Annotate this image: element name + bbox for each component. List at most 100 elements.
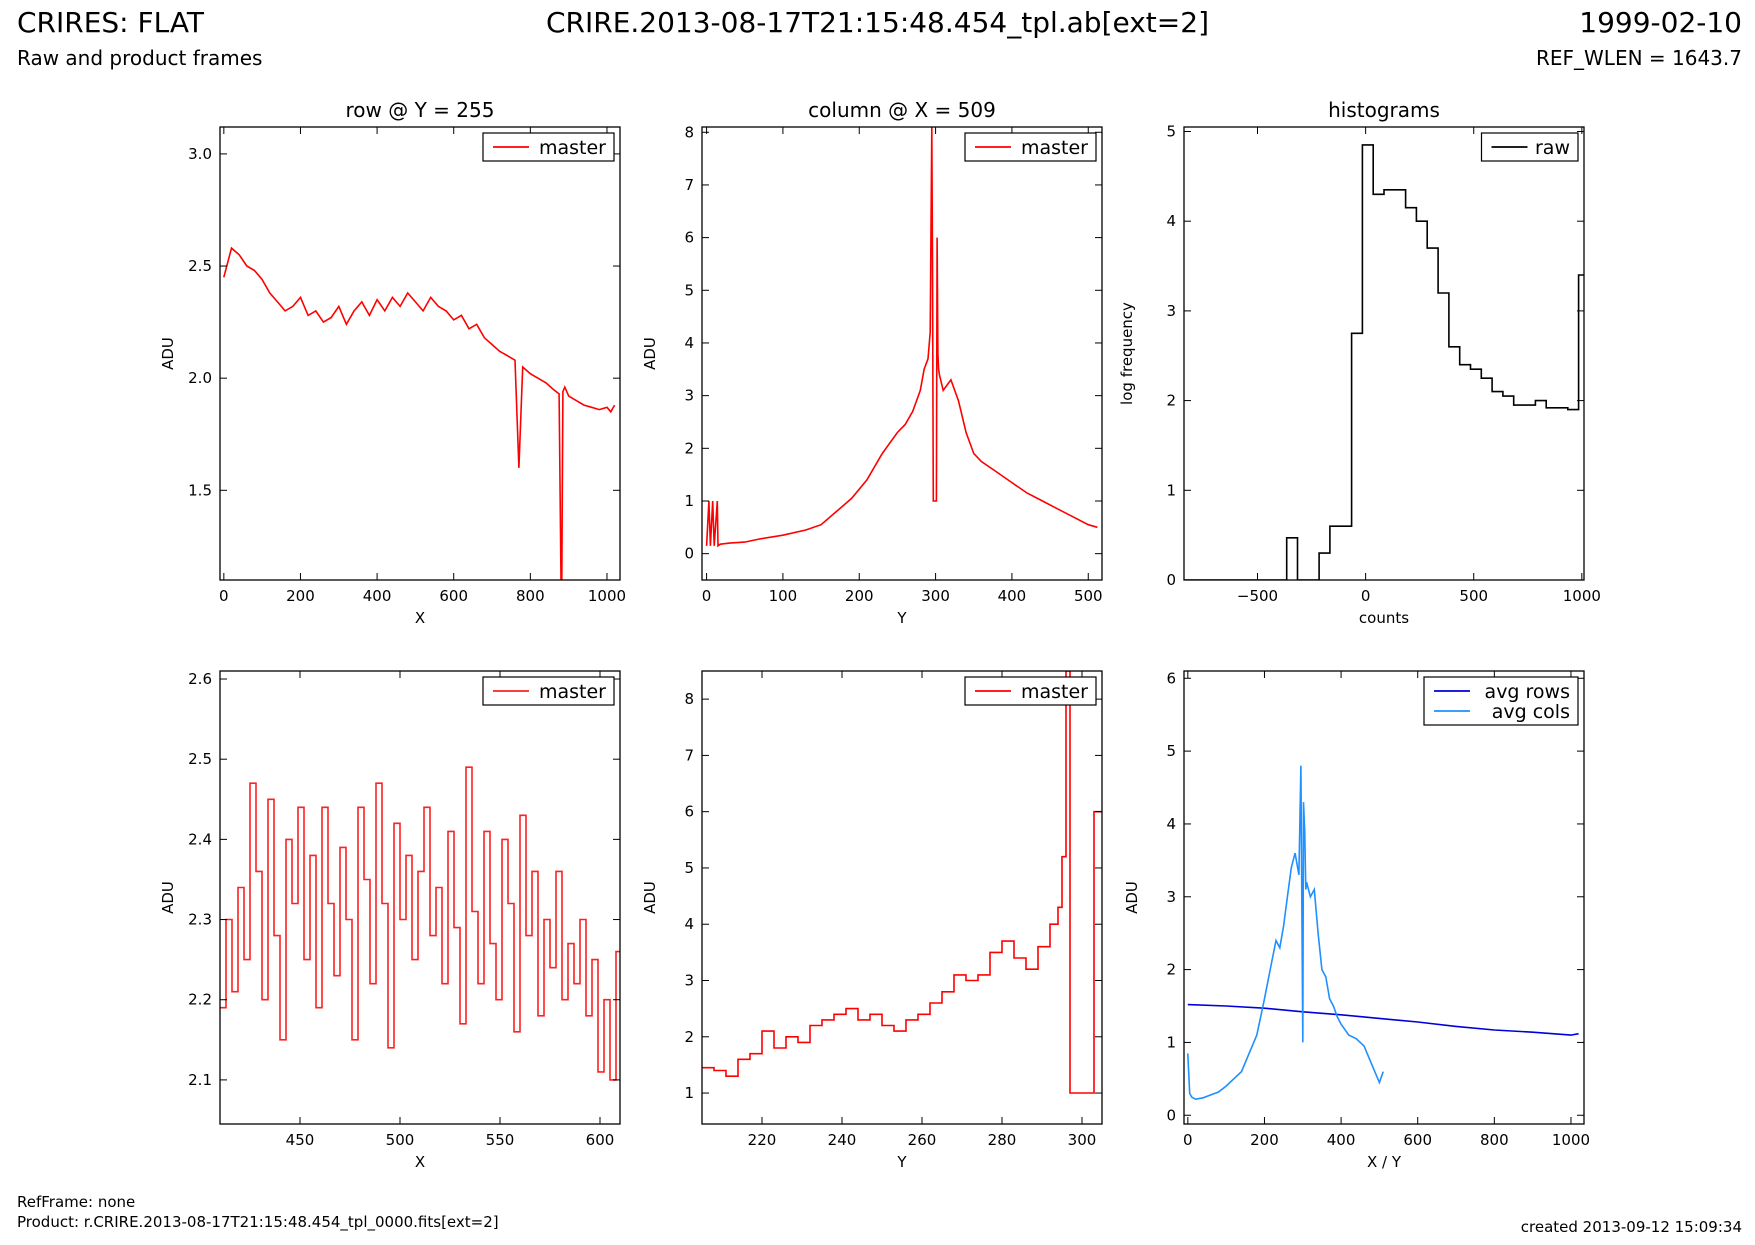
x-tick-label: 0: [702, 587, 712, 605]
chart-row-zoom: 450 500 550 600 2.1 2.2 2.3 2.4 2.5 2.6 X ADU master: [159, 670, 621, 1171]
chart-col-full: 0 100 200 300 400 500 0 1 2 3 4 5 6 7 8 column @ X = 50…: [641, 98, 1103, 627]
legend: master: [964, 676, 1097, 706]
x-tick-label: 240: [828, 1131, 857, 1149]
chart-avg: 0 200 400 600 800 1000 0 1 2 3 4 5 6 X / Y ADU avg rows…: [1123, 669, 1590, 1171]
y-tick-label: 7: [684, 176, 694, 194]
y-tick-label: 3: [684, 972, 694, 990]
y-tick-label: 2.5: [188, 257, 212, 275]
y-tick-label: 1: [684, 492, 694, 510]
y-tick-label: 4: [684, 334, 694, 352]
legend: master: [482, 132, 615, 162]
y-tick-label: 2.3: [188, 911, 212, 929]
x-tick-label: 220: [748, 1131, 777, 1149]
y-axis-label: ADU: [641, 881, 659, 914]
legend-box: [964, 676, 1097, 706]
y-tick-label: 0: [684, 545, 694, 563]
y-tick-label: 0: [1166, 571, 1176, 589]
plot-frame: [1183, 126, 1585, 581]
y-tick-label: 4: [1166, 815, 1176, 833]
x-axis-label: Y: [896, 609, 907, 627]
legend-label: master: [1021, 681, 1088, 703]
x-tick-label: 800: [1480, 1131, 1509, 1149]
x-tick-label: 600: [1403, 1131, 1432, 1149]
x-tick-label: 400: [1327, 1131, 1356, 1149]
ref-wavelength: REF_WLEN = 1643.7: [1535, 46, 1742, 70]
x-tick-label: 200: [1250, 1131, 1279, 1149]
chart-hist: −500 0 500 1000 0 1 2 3 4 5 histograms counts log fr…: [1118, 98, 1601, 627]
x-axis-label: X: [415, 609, 425, 627]
x-tick-label: 550: [486, 1131, 515, 1149]
plot-title: histograms: [1328, 98, 1440, 122]
x-tick-label: 280: [988, 1131, 1017, 1149]
x-tick-label: −500: [1237, 587, 1278, 605]
x-axis-label: Y: [896, 1153, 907, 1171]
legend-label: avg rows: [1485, 681, 1570, 703]
y-tick-label: 1: [1166, 481, 1176, 499]
x-tick-label: 400: [998, 587, 1027, 605]
plot-frame: [219, 126, 621, 581]
x-tick-label: 500: [1074, 587, 1103, 605]
x-tick-label: 600: [586, 1131, 615, 1149]
ref-frame-label: RefFrame: none: [17, 1193, 136, 1211]
legend-label: avg cols: [1492, 701, 1570, 723]
y-tick-label: 3: [1166, 302, 1176, 320]
y-tick-label: 2.1: [188, 1071, 212, 1089]
plot-title: column @ X = 509: [808, 98, 996, 122]
created-timestamp: created 2013-09-12 15:09:34: [1520, 1218, 1742, 1236]
y-tick-label: 2: [684, 1028, 694, 1046]
product-label: Product: r.CRIRE.2013-08-17T21:15:48.454…: [17, 1213, 499, 1231]
legend: master: [482, 676, 615, 706]
y-tick-label: 0: [1166, 1106, 1176, 1124]
y-tick-label: 8: [684, 123, 694, 141]
x-tick-label: 400: [363, 587, 392, 605]
y-tick-label: 3: [1166, 888, 1176, 906]
y-tick-label: 5: [684, 281, 694, 299]
series-line-avg-rows: [1187, 1003, 1579, 1036]
y-tick-label: 4: [684, 915, 694, 933]
x-tick-label: 0: [1361, 587, 1371, 605]
y-tick-label: 2: [1166, 961, 1176, 979]
y-tick-label: 2.5: [188, 750, 212, 768]
x-tick-label: 0: [1183, 1131, 1193, 1149]
legend-label: raw: [1535, 137, 1570, 159]
y-tick-label: 2.6: [188, 670, 212, 688]
report-subtitle: Raw and product frames: [17, 46, 263, 70]
x-tick-label: 300: [1068, 1131, 1097, 1149]
y-tick-label: 7: [684, 746, 694, 764]
series-line-master: [223, 246, 616, 580]
plot-title: row @ Y = 255: [346, 98, 495, 122]
y-tick-label: 2.0: [188, 369, 212, 387]
y-tick-label: 5: [684, 859, 694, 877]
x-tick-label: 1000: [588, 587, 626, 605]
y-axis-label: ADU: [641, 337, 659, 370]
x-tick-label: 600: [439, 587, 468, 605]
y-tick-label: 1: [684, 1084, 694, 1102]
y-tick-label: 4: [1166, 212, 1176, 230]
series-line-master: [220, 766, 620, 1081]
y-tick-label: 1: [1166, 1033, 1176, 1051]
x-tick-label: 200: [286, 587, 315, 605]
y-axis-label: log frequency: [1118, 302, 1136, 405]
series-line-master: [705, 127, 1098, 548]
plot-frame: [1183, 670, 1585, 1125]
y-tick-label: 1.5: [188, 481, 212, 499]
series-line-master: [702, 671, 1102, 1094]
y-axis-label: ADU: [1123, 881, 1141, 914]
x-tick-label: 260: [908, 1131, 937, 1149]
x-tick-label: 1000: [1552, 1131, 1590, 1149]
x-tick-label: 0: [219, 587, 229, 605]
report-date: 1999-02-10: [1579, 6, 1742, 39]
legend-label: master: [539, 137, 606, 159]
report-title: CRIRES: FLAT: [17, 6, 204, 39]
y-tick-label: 2: [684, 439, 694, 457]
y-tick-label: 6: [684, 803, 694, 821]
y-tick-label: 6: [684, 229, 694, 247]
chart-col-zoom: 220 240 260 280 300 1 2 3 4 5 6 7 8 Y ADU master: [641, 670, 1103, 1171]
y-tick-label: 8: [684, 690, 694, 708]
x-tick-label: 450: [286, 1131, 315, 1149]
x-axis-label: X / Y: [1367, 1153, 1402, 1171]
chart-row-full: 0 200 400 600 800 1000 1.5 2.0 2.5 3.0 row @ Y = 2…: [159, 98, 626, 627]
y-tick-label: 5: [1166, 742, 1176, 760]
